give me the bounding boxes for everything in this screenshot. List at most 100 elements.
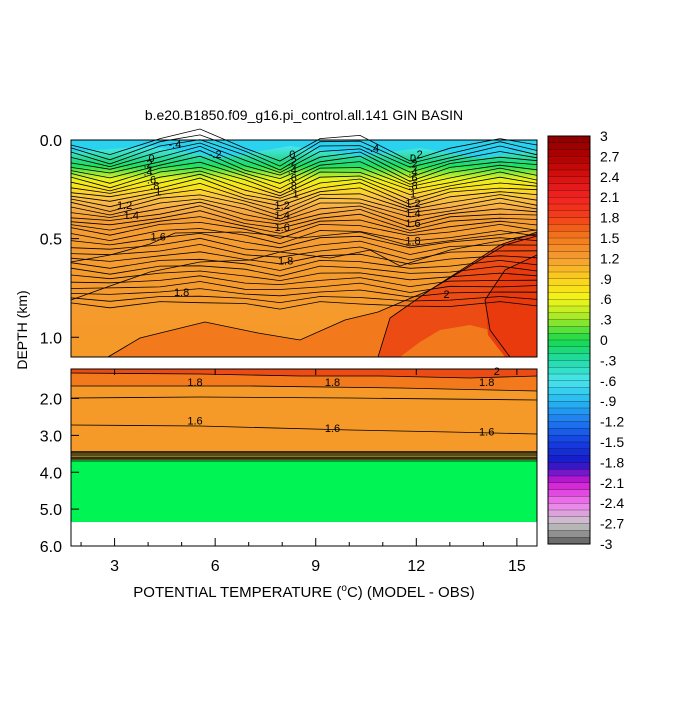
- colorbar-swatch: [547, 312, 591, 321]
- colorbar-swatch: [547, 265, 591, 273]
- contour-line: [70, 424, 538, 435]
- colorbar-swatch: [547, 394, 591, 402]
- bottom-transition-band-light: [71, 454, 537, 457]
- colorbar-label: 1.8: [600, 210, 620, 226]
- colorbar-swatch: [547, 319, 591, 327]
- lower-contour-lines: [70, 372, 538, 462]
- colorbar-label: -2.7: [600, 516, 624, 532]
- contour-line: [70, 396, 538, 401]
- colorbar-swatch: [547, 482, 591, 491]
- colorbar-swatch: [547, 516, 591, 525]
- colorbar-swatch: [547, 210, 591, 219]
- colorbar-swatch: [547, 414, 591, 423]
- contour-label: 1.8: [479, 377, 494, 389]
- contour-label: .2: [288, 157, 297, 169]
- contour-line: [70, 372, 538, 379]
- colorbar-swatch: [547, 503, 591, 511]
- colorbar-label: -.3: [600, 352, 617, 368]
- colorbar-swatch: [547, 407, 591, 416]
- colorbar-swatch: [547, 523, 591, 531]
- contour-line: [70, 258, 538, 271]
- contour-line: [70, 128, 538, 162]
- contour-line: [70, 233, 538, 301]
- contour-label: 1.4: [405, 208, 420, 220]
- contour-line: [70, 228, 538, 245]
- colorbar-label: -2.1: [600, 475, 624, 491]
- colorbar-label: .6: [600, 291, 612, 307]
- lower-hot-region: [71, 369, 537, 378]
- lower-panel: 21.8 1.8 1.81.61.6 1.6: [70, 366, 538, 547]
- lower-contour-labels: 21.8 1.8 1.81.61.6 1.6: [187, 366, 500, 439]
- colorbar-swatch: [547, 251, 591, 259]
- contour-line: [70, 177, 538, 205]
- colorbar-swatch: [547, 231, 591, 239]
- contour-line: [484, 254, 538, 358]
- contour-line: [70, 205, 538, 228]
- colorbar-swatch: [547, 292, 591, 300]
- colorbar: 3 2.7 2.4 2.1 1.8 1.5 1.2 .9 .6 .3 0 -.3 -.6 -.9 -1.2 -…: [547, 128, 624, 552]
- y-tick-label: 2.0: [40, 392, 62, 409]
- contour-label: .4: [288, 165, 297, 177]
- contour-label: .6: [408, 173, 417, 185]
- contour-line: [70, 142, 538, 174]
- contour-line: [70, 251, 538, 265]
- x-axis-label: POTENTIAL TEMPERATURE (oC) (MODEL - OBS): [133, 583, 474, 601]
- contour-line: [70, 281, 538, 293]
- contour-label: 1.6: [151, 232, 166, 244]
- colorbar-swatch: [547, 469, 591, 477]
- colorbar-swatch: [547, 278, 591, 287]
- colorbar-swatch: [547, 346, 591, 355]
- colorbar-swatch: [547, 224, 591, 232]
- contour-label: .4: [144, 167, 153, 179]
- colorbar-swatch: [547, 237, 591, 246]
- x-tick-label: 3: [110, 558, 119, 575]
- contour-line: [70, 182, 538, 208]
- contour-label: .8: [150, 180, 159, 192]
- contour-label: 1.6: [405, 218, 420, 230]
- colorbar-swatch: [547, 421, 591, 429]
- y-tick-label: 0.0: [40, 133, 62, 150]
- contour-line: [70, 134, 538, 167]
- colorbar-label: .9: [600, 271, 612, 287]
- contour-line: [70, 237, 538, 255]
- y-tick-label: 0.5: [40, 232, 62, 249]
- contour-label: 1: [410, 188, 416, 200]
- contour-label: 1.8: [405, 236, 420, 248]
- contour-label: 0: [289, 149, 295, 161]
- colorbar-swatch: [547, 271, 591, 280]
- colorbar-swatch: [547, 149, 591, 157]
- colorbar-swatch: [547, 299, 591, 307]
- colorbar-label: 2.1: [600, 189, 620, 205]
- contour-line: [70, 173, 538, 201]
- contour-label: .2: [144, 159, 153, 171]
- colorbar-label: 2.4: [600, 169, 620, 185]
- y-tick-label: 4.0: [40, 465, 62, 482]
- contour-line: [70, 216, 538, 234]
- x-tick-label: 9: [311, 558, 320, 575]
- colorbar-label: -1.8: [600, 454, 624, 470]
- colorbar-frame: [547, 135, 591, 545]
- colorbar-swatch: [547, 156, 591, 164]
- colorbar-label: .3: [600, 312, 612, 328]
- colorbar-label: -2.4: [600, 495, 624, 511]
- colorbar-label: -.6: [600, 373, 617, 389]
- colorbar-swatch: [547, 373, 591, 382]
- contour-line: [70, 161, 538, 190]
- surface-band: [71, 140, 537, 158]
- colorbar-label: 1.2: [600, 250, 620, 266]
- colorbar-swatch: [547, 176, 591, 185]
- colorbar-swatch: [547, 441, 591, 450]
- contour-label: .6: [147, 175, 156, 187]
- colorbar-label: -3: [600, 536, 613, 552]
- contour-line: [70, 229, 538, 263]
- axes: 3 6 9 12 150.00.51.02.03.04.05.06.0: [40, 133, 526, 575]
- contour-line: [70, 275, 538, 288]
- upper-contour-lines: [70, 128, 538, 358]
- colorbar-swatch: [547, 401, 591, 409]
- colorbar-swatch: [547, 367, 591, 375]
- colorbar-label: 0: [600, 332, 608, 348]
- colorbar-swatch: [547, 190, 591, 198]
- colorbar-swatch: [547, 169, 591, 178]
- colorbar-label: 1.5: [600, 230, 620, 246]
